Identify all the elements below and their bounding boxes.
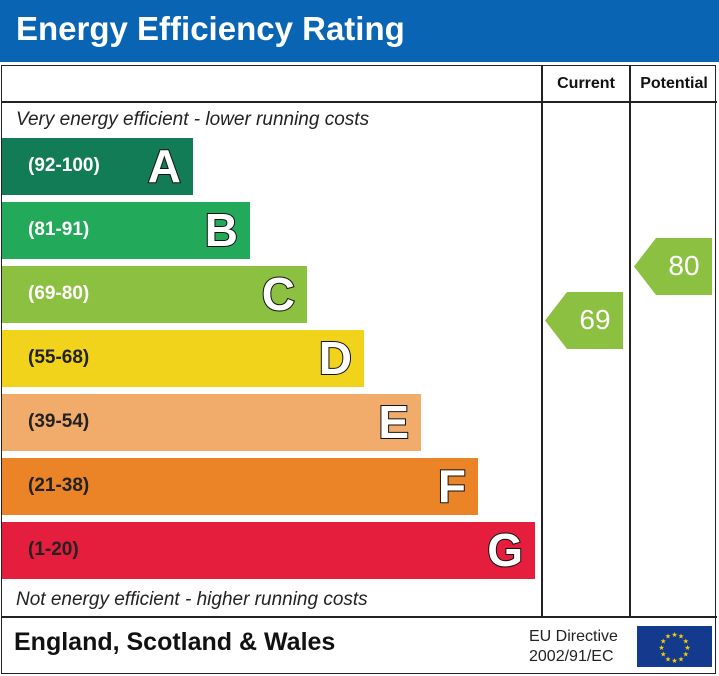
band-bar-b: (81-91) B [2, 202, 250, 259]
band-range: (81-91) [28, 219, 90, 240]
svg-text:★: ★ [671, 631, 677, 639]
band-range: (69-80) [28, 283, 90, 304]
svg-text:★: ★ [683, 651, 689, 659]
svg-text:★: ★ [660, 638, 666, 646]
band-letter: G [486, 523, 524, 577]
band-letter: B [204, 203, 239, 257]
column-header-potential: Potential [640, 75, 708, 92]
band-letter: E [377, 395, 410, 449]
band-letter: D [318, 331, 353, 385]
directive-line1: EU Directive [529, 628, 618, 645]
svg-text:★: ★ [683, 638, 689, 646]
eu-flag-icon: ★ ★ ★ ★ ★ ★ ★ ★ ★ ★ ★ ★ [637, 626, 712, 667]
band-bar-a: (92-100) A [2, 138, 193, 195]
chart-title: Energy Efficiency Rating [16, 10, 405, 47]
directive-line2: 2002/91/EC [529, 648, 614, 665]
band-range: (55-68) [28, 347, 90, 368]
current-rating-arrow: 69 [545, 291, 623, 349]
svg-text:★: ★ [665, 655, 671, 663]
header: Energy Efficiency Rating [0, 0, 719, 62]
divider [629, 65, 631, 617]
svg-text:★: ★ [658, 644, 664, 652]
band-range: (39-54) [28, 411, 90, 432]
chart-frame [1, 65, 716, 674]
band-range: (1-20) [28, 539, 79, 560]
column-header-current: Current [557, 75, 615, 92]
top-note: Very energy efficient - lower running co… [16, 109, 370, 130]
potential-rating-arrow: 80 [634, 238, 712, 295]
potential-rating-value: 80 [668, 250, 700, 281]
eu-directive: EU Directive 2002/91/EC [529, 627, 618, 667]
band-letter: A [147, 139, 182, 193]
divider [1, 101, 717, 103]
band-bar-e: (39-54) E [2, 394, 421, 451]
svg-text:★: ★ [665, 633, 671, 641]
svg-text:★: ★ [671, 657, 677, 665]
bottom-note: Not energy efficient - higher running co… [16, 589, 368, 610]
footer-region: England, Scotland & Wales [14, 628, 336, 656]
svg-text:★: ★ [678, 655, 684, 663]
band-letter: F [437, 459, 467, 513]
band-bar-c: (69-80) C [2, 266, 307, 323]
band-bar-f: (21-38) F [2, 458, 478, 515]
band-bar-g: (1-20) G [2, 522, 535, 579]
band-letter: C [261, 267, 296, 321]
band-range: (92-100) [28, 155, 100, 176]
band-bar-d: (55-68) D [2, 330, 364, 387]
svg-text:★: ★ [678, 633, 684, 641]
divider [541, 65, 543, 617]
current-rating-value: 69 [579, 303, 611, 335]
svg-text:★: ★ [684, 644, 690, 652]
divider [1, 616, 717, 618]
svg-text:★: ★ [660, 651, 666, 659]
band-range: (21-38) [28, 475, 90, 496]
